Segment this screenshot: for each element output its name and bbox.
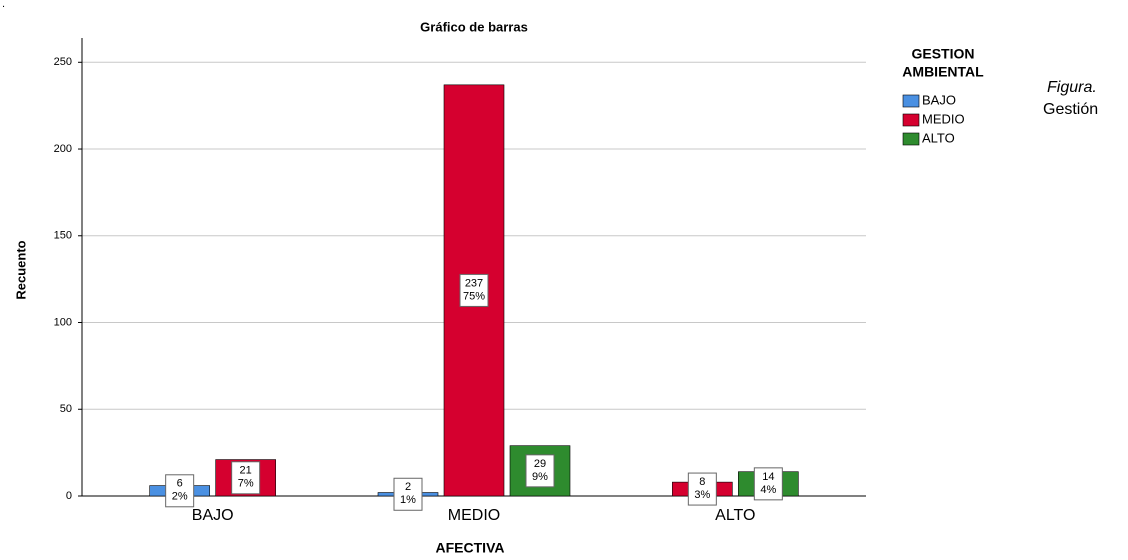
bar — [443, 84, 505, 497]
data-label: 21 — [240, 465, 252, 477]
legend-title: GESTION — [911, 46, 974, 62]
y-tick-label: 200 — [54, 143, 72, 155]
data-label-box — [459, 273, 489, 307]
data-label-box — [231, 461, 261, 495]
legend-swatch — [902, 132, 920, 146]
legend-label: ALTO — [922, 130, 955, 145]
y-tick-label: 250 — [54, 56, 72, 68]
data-label: 8 — [699, 476, 705, 488]
data-label: 29 — [534, 458, 546, 470]
y-tick-label: 50 — [60, 403, 72, 415]
chart-title: Gráfico de barras — [420, 19, 528, 34]
legend-swatch — [902, 94, 920, 108]
x-tick-label: MEDIO — [448, 507, 500, 524]
data-label: 2 — [405, 481, 411, 493]
data-label: 2% — [172, 491, 188, 503]
legend-label: MEDIO — [922, 111, 965, 126]
data-label: 6 — [177, 478, 183, 490]
data-label: 14 — [762, 471, 774, 483]
data-label: 7% — [238, 478, 254, 490]
data-label-box — [753, 467, 783, 501]
stray-mark: . — [2, 0, 5, 10]
data-label: 237 — [465, 277, 483, 289]
data-label-box — [525, 454, 555, 488]
data-label-box — [393, 477, 423, 511]
figure-caption: Gestión — [1043, 101, 1098, 118]
data-label: 1% — [400, 494, 416, 506]
y-tick-label: 0 — [66, 490, 72, 502]
x-axis-label: AFECTIVA — [436, 540, 505, 556]
legend-swatch — [902, 113, 920, 127]
y-tick-label: 100 — [54, 316, 72, 328]
y-axis-label: Recuento — [13, 240, 28, 299]
data-label: 3% — [694, 489, 710, 501]
x-tick-label: ALTO — [715, 507, 755, 524]
legend-title: AMBIENTAL — [902, 64, 984, 80]
figure-label: Figura. — [1047, 79, 1097, 96]
data-label: 9% — [532, 471, 548, 483]
y-tick-label: 150 — [54, 230, 72, 242]
data-label: 4% — [760, 484, 776, 496]
data-label-box — [165, 474, 195, 508]
data-label: 75% — [463, 290, 485, 302]
legend-label: BAJO — [922, 92, 956, 107]
data-label-box — [687, 472, 717, 506]
x-tick-label: BAJO — [192, 507, 234, 524]
